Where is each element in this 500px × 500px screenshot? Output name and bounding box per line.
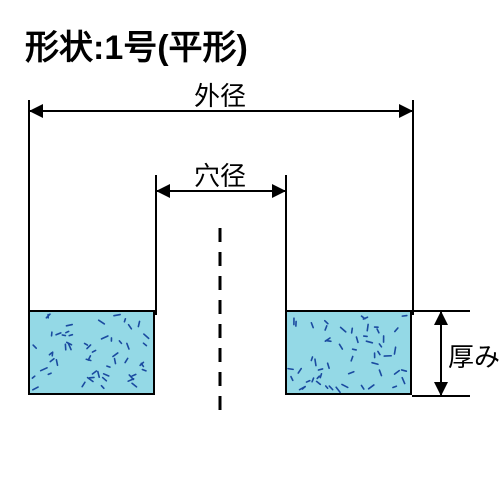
- arrowhead-up: [434, 311, 448, 325]
- thickness-label: 厚み: [448, 337, 500, 374]
- diagram-stage: 形状:1号(平形)外径穴径厚み: [0, 0, 500, 500]
- ring-speckles: [0, 0, 500, 500]
- arrowhead-down: [434, 382, 448, 396]
